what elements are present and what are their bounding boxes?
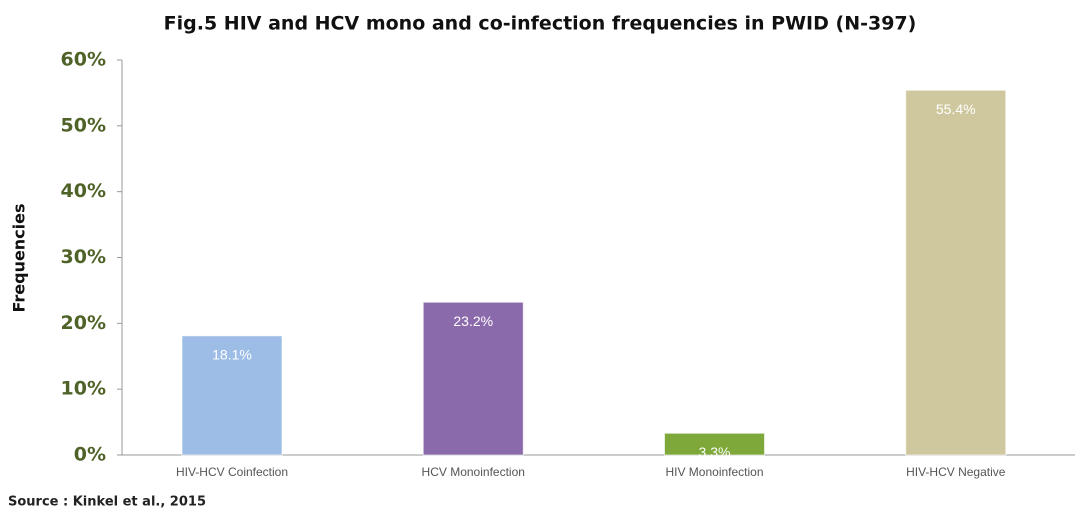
y-tick-label: 30%: [61, 246, 106, 268]
value-label: 55.4%: [936, 101, 976, 117]
x-tick-label: HIV-HCV Coinfection: [176, 465, 288, 479]
x-tick-label: HIV Monoinfection: [665, 465, 763, 479]
y-tick-label: 10%: [61, 378, 106, 400]
y-axis-label: Frequencies: [10, 203, 29, 312]
value-label: 18.1%: [212, 347, 252, 363]
value-label: 23.2%: [453, 313, 493, 329]
value-label: 3.3%: [699, 444, 731, 460]
bar: [422, 301, 524, 456]
bar: [181, 335, 283, 456]
x-tick-label: HIV-HCV Negative: [906, 465, 1006, 479]
chart-title: Fig.5 HIV and HCV mono and co-infection …: [164, 13, 917, 35]
y-tick-label: 40%: [61, 180, 106, 202]
y-tick-label: 0%: [74, 444, 106, 466]
x-tick-label: HCV Monoinfection: [422, 465, 525, 479]
source-note: Source : Kinkel et al., 2015: [8, 495, 206, 510]
y-tick-label: 60%: [61, 49, 106, 71]
bar: [664, 432, 765, 456]
y-tick-label: 50%: [61, 114, 106, 136]
bar: [905, 89, 1007, 456]
y-tick-label: 20%: [61, 312, 106, 334]
